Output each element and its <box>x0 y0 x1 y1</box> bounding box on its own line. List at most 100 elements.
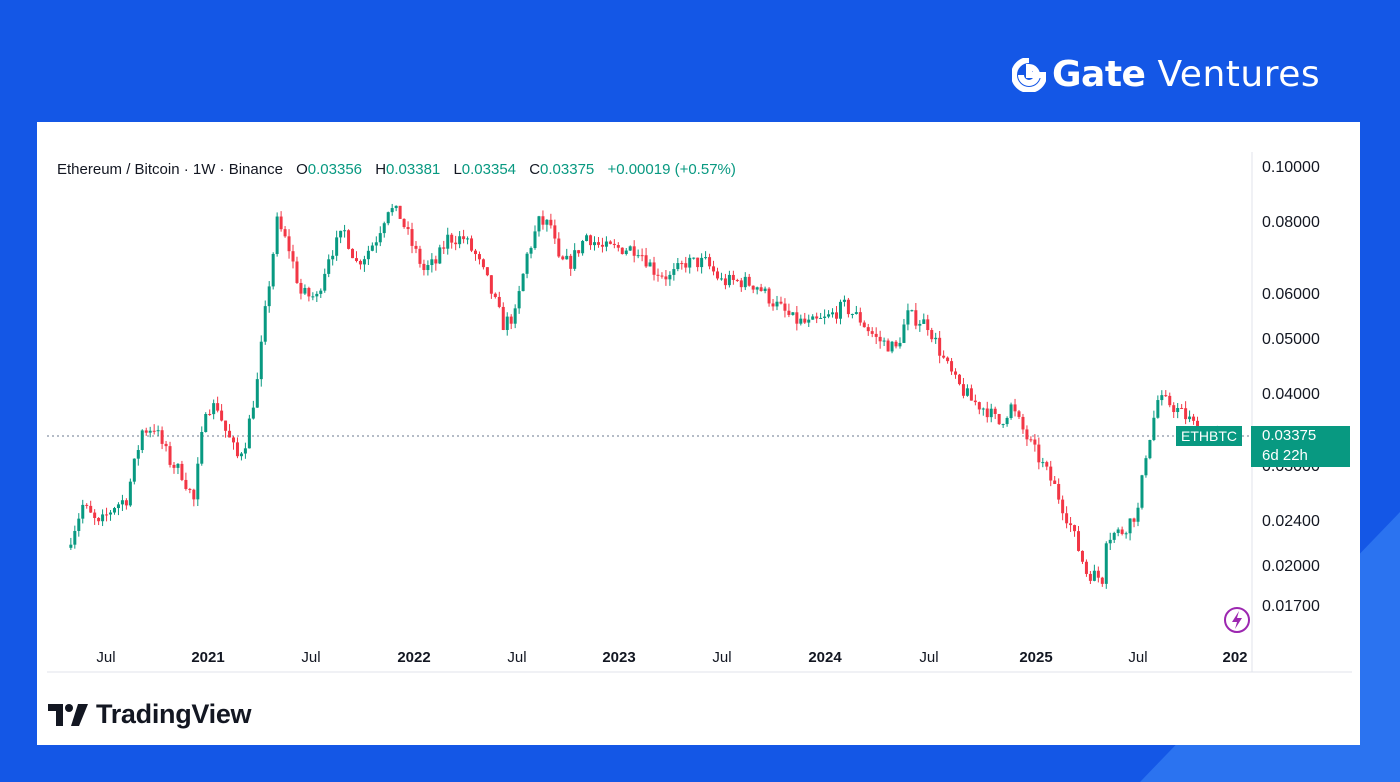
candle <box>985 401 989 423</box>
candle <box>247 414 251 449</box>
candle <box>458 231 462 249</box>
candle <box>168 441 172 468</box>
candle <box>795 306 799 331</box>
candle <box>422 259 426 276</box>
time-axis[interactable]: Jul 2021 Jul 2022 Jul 2023 Jul 2024 Jul 2025 Jul 20… <box>96 649 1247 666</box>
candle <box>787 303 791 318</box>
x-tick-label: 2021 <box>191 649 224 666</box>
candle <box>418 245 422 268</box>
candle <box>1148 439 1152 460</box>
candle <box>450 232 454 249</box>
candle <box>930 327 934 343</box>
candle <box>842 295 846 307</box>
tradingview-text: TradingView <box>96 699 252 729</box>
candle <box>680 260 684 270</box>
candle <box>386 211 390 226</box>
chart-frame <box>47 152 1352 673</box>
candle <box>390 203 394 216</box>
candle <box>382 221 386 238</box>
candle <box>501 302 505 331</box>
candle <box>97 517 101 526</box>
candle <box>1073 524 1077 537</box>
candle <box>894 340 898 349</box>
candle <box>628 245 632 251</box>
candle <box>525 252 529 279</box>
y-tick-label: 0.01700 <box>1262 598 1320 615</box>
candle <box>585 233 589 242</box>
open-label: O <box>296 161 308 178</box>
x-tick-label: 2025 <box>1019 649 1052 666</box>
candle <box>279 211 283 232</box>
candle <box>204 412 208 433</box>
candle <box>596 237 600 248</box>
price-axis[interactable]: 0.100000.080000.060000.050000.040000.030… <box>1262 159 1320 615</box>
candle <box>950 358 954 375</box>
candle <box>1112 531 1116 544</box>
candle <box>291 244 295 269</box>
y-tick-label: 0.04000 <box>1262 386 1320 403</box>
candle <box>89 500 93 513</box>
candle <box>553 219 557 244</box>
tradingview-logo[interactable]: TradingView <box>48 699 252 730</box>
candle <box>180 460 184 482</box>
candle <box>1108 532 1112 550</box>
candle <box>255 372 259 408</box>
tradingview-logo-icon <box>48 703 88 726</box>
candle <box>1049 460 1053 487</box>
candle <box>644 247 648 268</box>
candle <box>362 255 366 272</box>
candle <box>1029 436 1033 443</box>
candle <box>636 249 640 259</box>
candle <box>216 396 220 413</box>
candle <box>632 240 636 263</box>
candle <box>684 256 688 273</box>
y-tick-label: 0.08000 <box>1262 214 1320 231</box>
candle <box>1152 410 1156 442</box>
candle <box>1065 506 1069 529</box>
candle <box>1069 516 1073 532</box>
candle <box>1041 457 1045 468</box>
candle <box>878 330 882 349</box>
candle <box>1128 518 1132 541</box>
x-tick-label: Jul <box>301 649 320 666</box>
candle <box>640 248 644 262</box>
candle <box>668 271 672 286</box>
candle <box>339 230 343 244</box>
candle <box>827 310 831 319</box>
candle <box>358 259 362 270</box>
lightning-icon[interactable] <box>1224 607 1250 633</box>
candle <box>1176 403 1180 419</box>
candle <box>263 300 267 345</box>
candle <box>838 299 842 325</box>
candle <box>1005 416 1009 427</box>
candle <box>228 424 232 438</box>
chart-legend: Ethereum / Bitcoin · 1W · Binance O0.033… <box>57 161 736 178</box>
candle <box>327 254 331 278</box>
candle <box>235 437 239 459</box>
candle <box>656 268 660 282</box>
candle <box>319 288 323 298</box>
candle <box>1132 517 1136 528</box>
symbol-title[interactable]: Ethereum / Bitcoin · 1W · Binance <box>57 161 283 178</box>
candle <box>874 327 878 345</box>
candle <box>573 243 577 271</box>
candle <box>378 226 382 247</box>
candle <box>854 305 858 315</box>
candle <box>398 205 402 219</box>
candle <box>831 308 835 318</box>
candle <box>93 509 97 525</box>
candle <box>954 368 958 379</box>
candle <box>981 407 985 416</box>
candle <box>648 259 652 267</box>
candle <box>902 318 906 344</box>
candle <box>581 239 585 256</box>
candle <box>957 373 961 386</box>
brand-name-bold: Gate <box>1052 54 1146 95</box>
candle <box>870 327 874 338</box>
candle <box>1077 525 1081 552</box>
candle <box>914 303 918 330</box>
candle <box>517 285 521 314</box>
candle <box>489 275 493 299</box>
candle <box>112 506 116 515</box>
